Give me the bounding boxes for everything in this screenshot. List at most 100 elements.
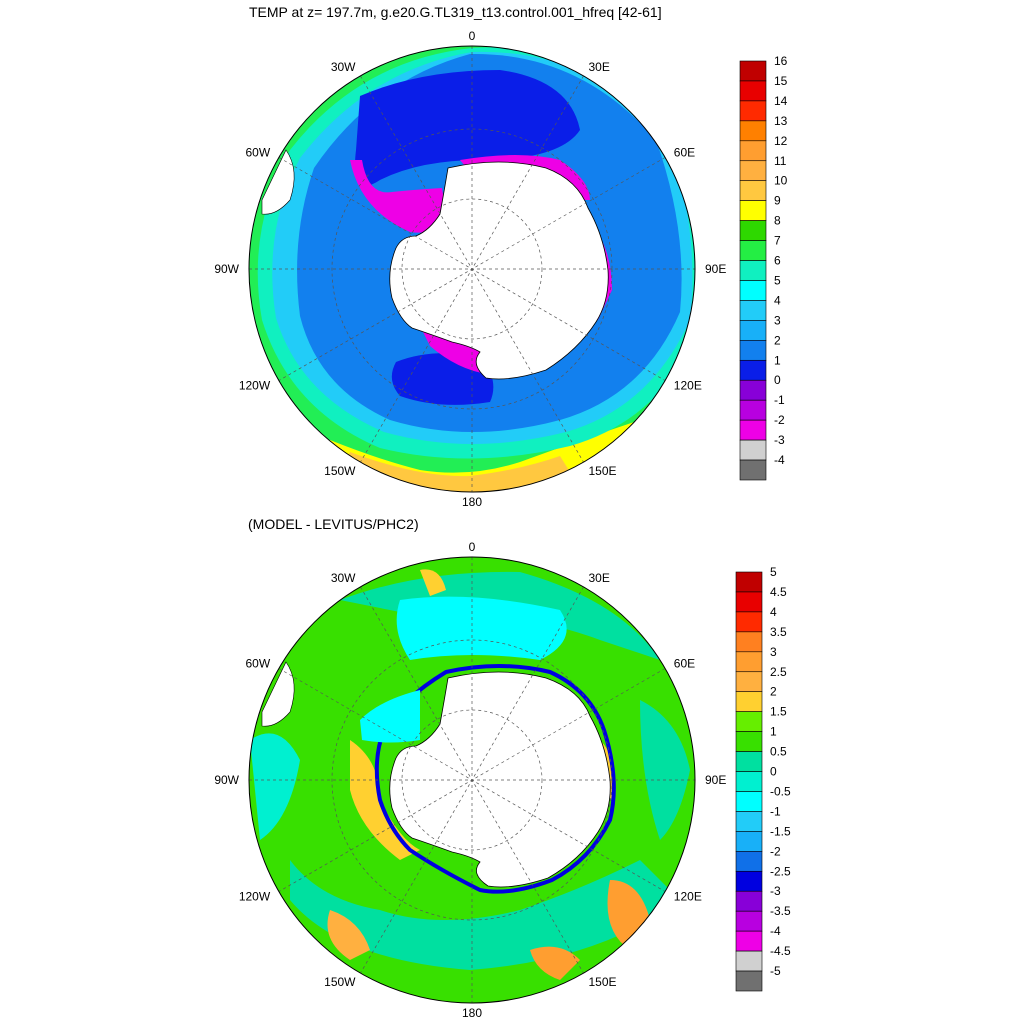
lon-label: 0: [469, 29, 476, 43]
colorbar-swatch: [735, 731, 763, 752]
colorbar-tick-label: -3: [770, 884, 781, 898]
colorbar-swatch: [735, 791, 763, 812]
lon-label: 90W: [214, 773, 239, 787]
colorbar-tick-label: 0: [774, 373, 781, 387]
colorbar-tick-label: -5: [770, 964, 781, 978]
colorbar-tick-label: -4.5: [770, 944, 791, 958]
colorbar-swatch: [735, 711, 763, 732]
colorbar-tick-label: 2: [770, 685, 777, 699]
colorbar-tick-label: -0.5: [770, 785, 791, 799]
colorbar-swatch: [735, 970, 763, 992]
colorbar-tick-label: 3: [770, 645, 777, 659]
colorbar-tick-label: -3.5: [770, 904, 791, 918]
colorbar-swatch: [735, 671, 763, 693]
colorbar-swatch: [735, 691, 763, 712]
colorbar-tick-label: 1.5: [770, 705, 787, 719]
lon-label: 180: [462, 495, 482, 509]
colorbar-swatch: [735, 831, 763, 852]
colorbar-tick-label: 0.5: [770, 745, 787, 759]
colorbar-swatch: [739, 60, 767, 82]
colorbar-swatch: [735, 631, 763, 653]
colorbar-tick-label: 12: [774, 134, 788, 148]
lon-label: 60W: [246, 657, 271, 671]
colorbar-swatch: [739, 120, 767, 142]
lon-label: 150E: [589, 464, 617, 478]
colorbar-tick-label: -2: [770, 844, 781, 858]
colorbar-swatch: [739, 340, 767, 361]
lon-label: 60E: [674, 146, 695, 160]
colorbar-tick-label: 8: [774, 214, 781, 228]
map-title-difference: (MODEL - LEVITUS/PHC2): [248, 516, 419, 532]
longitude-labels-bottom: 0 30E 60E 90E 120E 150E 180 150W 120W 90W 60W 30W: [214, 540, 726, 1020]
lon-label: 150W: [324, 464, 356, 478]
colorbar-swatch: [739, 419, 767, 441]
colorbar-swatch: [735, 651, 763, 673]
colorbar-swatch: [739, 200, 767, 221]
lon-label: 120W: [239, 890, 271, 904]
lon-label: 180: [462, 1006, 482, 1020]
colorbar-swatch: [739, 280, 767, 301]
colorbar-tick-label: 6: [774, 254, 781, 268]
lon-label: 30E: [589, 60, 610, 74]
colorbar-tick-label: 0: [770, 765, 777, 779]
colorbar-tick-label: 13: [774, 114, 788, 128]
lon-label: 60E: [674, 657, 695, 671]
colorbar-swatch: [739, 459, 767, 481]
longitude-labels-top: 0 30E 60E 90E 120E 150E 180 150W 120W 90W 60W 30W: [214, 29, 726, 509]
temperature-map: [248, 45, 696, 493]
colorbar-swatch: [739, 140, 767, 162]
lon-label: 60W: [246, 146, 271, 160]
colorbar-tick-label: -2: [774, 413, 785, 427]
colorbar-tick-label: -3: [774, 433, 785, 447]
colorbar-swatch: [735, 611, 763, 633]
colorbar-tick-label: 2: [774, 333, 781, 347]
colorbar-swatch: [739, 359, 767, 381]
antarctica-landmass: [389, 161, 609, 380]
colorbar-swatch: [739, 240, 767, 261]
colorbar-swatch: [739, 399, 767, 421]
difference-colorbar: 5 4.5 4 3.5 3 2.5 2 1.5 1 0.5 0 -0.5 -1 -1.5 -2 -2.5 -3 -…: [735, 565, 791, 992]
colorbar-tick-label: 4.5: [770, 585, 787, 599]
colorbar-tick-label: -1: [774, 393, 785, 407]
colorbar-tick-label: 14: [774, 94, 788, 108]
difference-map: [248, 556, 696, 1004]
lon-label: 150W: [324, 975, 356, 989]
lon-label: 120E: [674, 890, 702, 904]
colorbar-swatch: [739, 379, 767, 401]
colorbar-swatch: [735, 910, 763, 932]
colorbar-tick-label: -1.5: [770, 824, 791, 838]
lon-label: 90W: [214, 262, 239, 276]
lon-label: 120W: [239, 379, 271, 393]
colorbar-tick-label: 11: [774, 154, 787, 168]
colorbar-tick-label: -4: [770, 924, 781, 938]
lon-label: 0: [469, 540, 476, 554]
colorbar-tick-label: 2.5: [770, 665, 787, 679]
colorbar-swatch: [735, 890, 763, 912]
colorbar-tick-label: 16: [774, 54, 788, 68]
colorbar-swatch: [739, 180, 767, 201]
colorbar-swatch: [739, 300, 767, 321]
lon-label: 90E: [705, 773, 726, 787]
colorbar-swatch: [739, 220, 767, 241]
lon-label: 30E: [589, 571, 610, 585]
colorbar-swatch: [735, 571, 763, 593]
colorbar-swatch: [739, 160, 767, 182]
colorbar-tick-label: 9: [774, 194, 781, 208]
colorbar-tick-label: 4: [770, 605, 777, 619]
colorbar-swatch: [739, 80, 767, 102]
colorbar-swatch: [735, 771, 763, 792]
colorbar-swatch: [739, 260, 767, 281]
colorbar-tick-label: 5: [770, 565, 777, 579]
colorbar-swatch: [735, 930, 763, 952]
colorbar-tick-label: -1: [770, 804, 781, 818]
colorbar-tick-label: 15: [774, 74, 788, 88]
lon-label: 30W: [331, 60, 356, 74]
lon-label: 30W: [331, 571, 356, 585]
colorbar-swatch: [735, 870, 763, 892]
colorbar-swatch: [735, 851, 763, 872]
colorbar-tick-label: -4: [774, 453, 785, 467]
colorbar-tick-label: 3: [774, 313, 781, 327]
lon-label: 120E: [674, 379, 702, 393]
